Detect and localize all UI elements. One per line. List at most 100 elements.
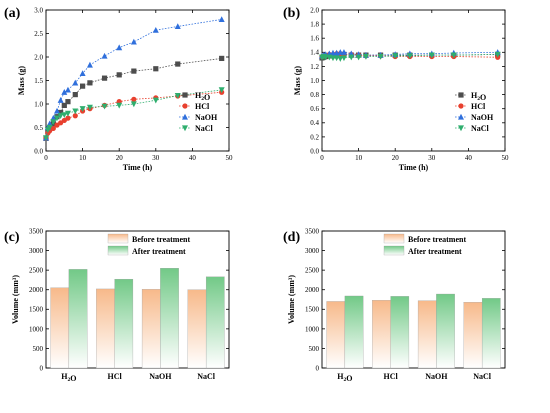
data-point — [377, 53, 384, 60]
y-axis-title: Volume (mm³) — [287, 275, 296, 324]
data-point — [116, 102, 123, 109]
y-tick-label: 0 — [316, 364, 320, 372]
data-point — [53, 115, 60, 122]
data-point — [355, 54, 362, 61]
data-point — [130, 38, 137, 45]
x-tick-label: 40 — [465, 154, 473, 162]
data-point — [494, 51, 501, 58]
legend-label: NaCl — [471, 124, 490, 133]
plot-frame — [321, 230, 506, 369]
data-point — [65, 115, 71, 121]
legend-marker — [458, 113, 464, 120]
bar-before — [96, 288, 115, 369]
legend-label: HCl — [195, 102, 210, 111]
x-tick-label: 0 — [44, 154, 48, 162]
legend-label: NaCl — [195, 124, 214, 133]
bar-after — [68, 269, 88, 369]
data-point — [392, 53, 399, 60]
y-tick-label: 1.8 — [310, 21, 319, 29]
legend-marker — [182, 92, 188, 98]
legend-marker — [182, 113, 188, 120]
data-point — [131, 68, 137, 74]
y-tick-label: 0.2 — [310, 133, 319, 141]
data-point — [152, 27, 159, 33]
data-point — [50, 119, 57, 126]
chart-panel-b: 0.0 0.2 0.4 0.6 0.8 1.0 1.2 1.4 1.6 1.8 2.0 Mass (g… — [283, 6, 509, 172]
data-point — [131, 96, 137, 102]
x-axis-title: Time (h) — [123, 163, 153, 172]
y-tick-label: 0.6 — [310, 105, 319, 113]
data-point — [174, 92, 181, 99]
y-tick-label: 3.0 — [34, 6, 43, 14]
x-axis-title: Time (h) — [399, 163, 429, 172]
bar-before — [141, 289, 161, 369]
x-tick-label: 10 — [355, 154, 363, 162]
data-point — [174, 23, 181, 30]
y-tick-label: 2000 — [29, 286, 44, 294]
legend-marker — [182, 125, 188, 132]
legend-marker — [458, 92, 464, 98]
data-point — [86, 61, 93, 68]
x-tick-label: 10 — [79, 154, 87, 162]
data-point — [61, 102, 67, 109]
bar-before — [326, 301, 346, 369]
data-point — [50, 125, 56, 132]
bar-before — [463, 302, 483, 369]
legend-marker — [458, 125, 464, 132]
data-point — [362, 53, 369, 60]
y-tick-label: 1.0 — [310, 77, 319, 85]
data-point — [175, 61, 181, 67]
y-axis-title: Volume (mm³) — [11, 275, 20, 324]
data-point — [57, 97, 64, 103]
y-tick-label: 3000 — [305, 247, 320, 255]
bar-before — [372, 300, 391, 369]
data-point — [46, 124, 53, 131]
y-tick-label: 1.2 — [310, 63, 319, 71]
y-tick-label: 0.5 — [34, 124, 43, 132]
data-point — [340, 55, 347, 62]
data-point — [153, 66, 159, 72]
data-point — [80, 83, 86, 89]
panel-letter: (b) — [283, 6, 300, 21]
legend-swatch — [383, 233, 405, 244]
bar-after — [344, 295, 364, 369]
data-point — [348, 54, 355, 61]
legend-swatch — [383, 245, 405, 256]
data-point — [53, 107, 60, 114]
data-point — [218, 16, 225, 22]
data-point — [58, 109, 64, 116]
data-point — [72, 113, 78, 119]
y-axis-title: Mass (g) — [17, 66, 26, 95]
y-tick-label: 3500 — [29, 227, 44, 235]
x-tick-label: 40 — [189, 154, 197, 162]
data-point — [61, 89, 68, 95]
category-label: HCl — [384, 372, 399, 381]
data-point — [79, 106, 86, 112]
y-tick-label: 500 — [33, 345, 44, 353]
x-tick-label: 0 — [320, 154, 324, 162]
data-point — [101, 75, 108, 81]
category-label: H2O — [337, 372, 352, 383]
legend-label: After treatment — [132, 247, 186, 256]
data-point — [87, 80, 93, 86]
y-tick-label: 0.8 — [310, 91, 319, 99]
data-point — [72, 108, 79, 115]
legend-label: Before treatment — [408, 235, 466, 244]
data-point — [72, 79, 79, 86]
data-point — [450, 52, 457, 59]
category-label: NaCl — [197, 372, 216, 381]
chart-panel-c: 0 500 1000 1500 2000 2500 3000 3500 Volume (mm³)… — [4, 227, 230, 383]
panel-letter: (d) — [283, 230, 300, 245]
x-tick-label: 20 — [392, 154, 400, 162]
y-tick-label: 0.4 — [310, 119, 319, 127]
y-tick-label: 0.0 — [34, 147, 43, 155]
y-tick-label: 1000 — [305, 325, 320, 333]
legend-label: NaOH — [471, 113, 494, 122]
y-tick-label: 1500 — [305, 306, 320, 314]
data-point — [130, 101, 137, 108]
x-tick-label: 30 — [152, 154, 160, 162]
y-tick-label: 2.0 — [34, 53, 43, 61]
y-tick-label: 2500 — [305, 267, 320, 275]
legend-label: H2O — [195, 91, 210, 102]
